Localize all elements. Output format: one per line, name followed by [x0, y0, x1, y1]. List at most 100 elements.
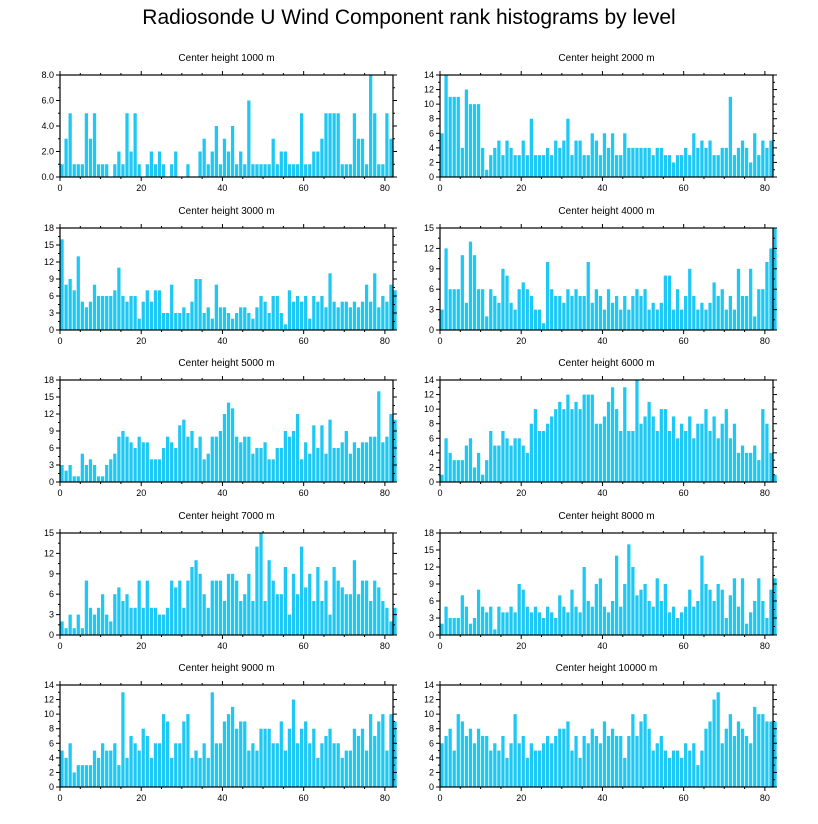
histogram-bar [541, 618, 546, 635]
histogram-bar [125, 436, 129, 482]
histogram-bar [505, 757, 509, 787]
histogram-bar [356, 736, 361, 787]
histogram-bar [724, 409, 728, 482]
histogram-bar [259, 728, 263, 787]
histogram-bar [316, 757, 320, 787]
histogram-bar [659, 409, 663, 482]
histogram-bar [88, 138, 93, 177]
histogram-bar [336, 743, 340, 787]
y-tick-label: 6 [429, 596, 434, 606]
histogram-bar [369, 75, 373, 177]
histogram-bar [610, 302, 615, 330]
histogram-bar [489, 155, 493, 177]
histogram-bar [336, 580, 340, 635]
histogram-bar [369, 436, 373, 482]
histogram-bar [566, 394, 570, 482]
y-tick-label: 6 [49, 589, 54, 599]
histogram-bar [96, 757, 101, 787]
histogram-bar [109, 459, 113, 482]
histogram-bar [352, 301, 357, 330]
histogram-bar [460, 595, 464, 635]
histogram-bar [472, 743, 477, 787]
histogram-bar [452, 750, 456, 787]
y-tick-label: 6.0 [41, 96, 54, 106]
histogram-bar [663, 275, 668, 330]
histogram-bar [712, 699, 716, 787]
figure-title: Radiosonde U Wind Component rank histogr… [142, 6, 676, 29]
histogram-bar [468, 104, 473, 177]
histogram-bar [198, 573, 202, 635]
histogram-bar [117, 765, 121, 787]
histogram-bar [521, 736, 525, 787]
histogram-bar [373, 436, 377, 482]
histogram-bar [316, 567, 320, 635]
histogram-bar [92, 614, 97, 635]
histogram-bar [631, 296, 635, 330]
histogram-bar [161, 714, 166, 787]
histogram-bar [360, 728, 365, 787]
histogram-bar [485, 316, 489, 330]
histogram-bar [619, 736, 623, 787]
histogram-bar [348, 594, 352, 635]
histogram-bar [582, 155, 586, 177]
histogram-bar [615, 736, 619, 787]
histogram-bar [643, 289, 647, 330]
y-tick-label: 6 [49, 291, 54, 301]
histogram-bar [545, 423, 550, 482]
histogram-bar [533, 409, 538, 482]
histogram-bar [639, 423, 643, 482]
histogram-bar [716, 438, 720, 482]
histogram-bar [554, 409, 558, 482]
histogram-bar [239, 442, 243, 482]
histogram-bar [509, 445, 513, 482]
chart-panel-2: Center height 2000 m 0 2 4 6 8 10 12 14 0 20 40 60 80 [424, 53, 777, 193]
histogram-bar [153, 459, 158, 482]
histogram-bar [476, 728, 481, 787]
histogram-bar [230, 573, 235, 635]
histogram-bar [304, 296, 308, 330]
histogram-bar [389, 621, 393, 635]
histogram-bar [623, 584, 627, 635]
histogram-bar [671, 416, 676, 482]
histogram-bar [344, 164, 348, 177]
histogram-bar [505, 275, 509, 330]
histogram-bar [708, 302, 712, 330]
histogram-bar [312, 296, 316, 330]
histogram-bar [598, 155, 603, 177]
histogram-bar [275, 164, 279, 177]
histogram-bar [476, 589, 481, 635]
histogram-bar [80, 628, 84, 635]
x-tick-label: 80 [760, 641, 770, 651]
histogram-bar [615, 409, 619, 482]
histogram-bar [76, 765, 80, 787]
x-tick-label: 60 [679, 641, 689, 651]
chart-panel-3: Center height 3000 m 0 3 6 9 12 15 18 0 20 40 60 80 [44, 206, 397, 346]
x-tick-label: 0 [437, 641, 442, 651]
histogram-bar [566, 118, 570, 177]
histogram-bar [566, 612, 570, 635]
histogram-bar [684, 296, 688, 330]
histogram-bar [324, 113, 328, 177]
x-tick-label: 0 [57, 336, 62, 346]
histogram-bar [170, 284, 174, 330]
histogram-bar [680, 612, 684, 635]
histogram-bar [566, 289, 570, 330]
histogram-bar [381, 442, 385, 482]
histogram-bar [476, 289, 481, 330]
histogram-bar [283, 431, 288, 482]
y-tick-label: 12 [44, 409, 54, 419]
histogram-bar [749, 612, 753, 635]
x-tick-label: 0 [57, 641, 62, 651]
histogram-bar [369, 601, 373, 635]
histogram-bar [753, 706, 757, 787]
histogram-bar [320, 296, 324, 330]
histogram-bar [728, 96, 732, 177]
y-tick-label: 4 [429, 753, 434, 763]
histogram-bar [485, 460, 489, 482]
histogram-bar [141, 728, 145, 787]
histogram-bar [602, 721, 607, 787]
histogram-bar [267, 560, 271, 635]
histogram-bar [145, 580, 149, 635]
y-tick-label: 14 [424, 70, 434, 80]
histogram-bar [448, 96, 452, 177]
